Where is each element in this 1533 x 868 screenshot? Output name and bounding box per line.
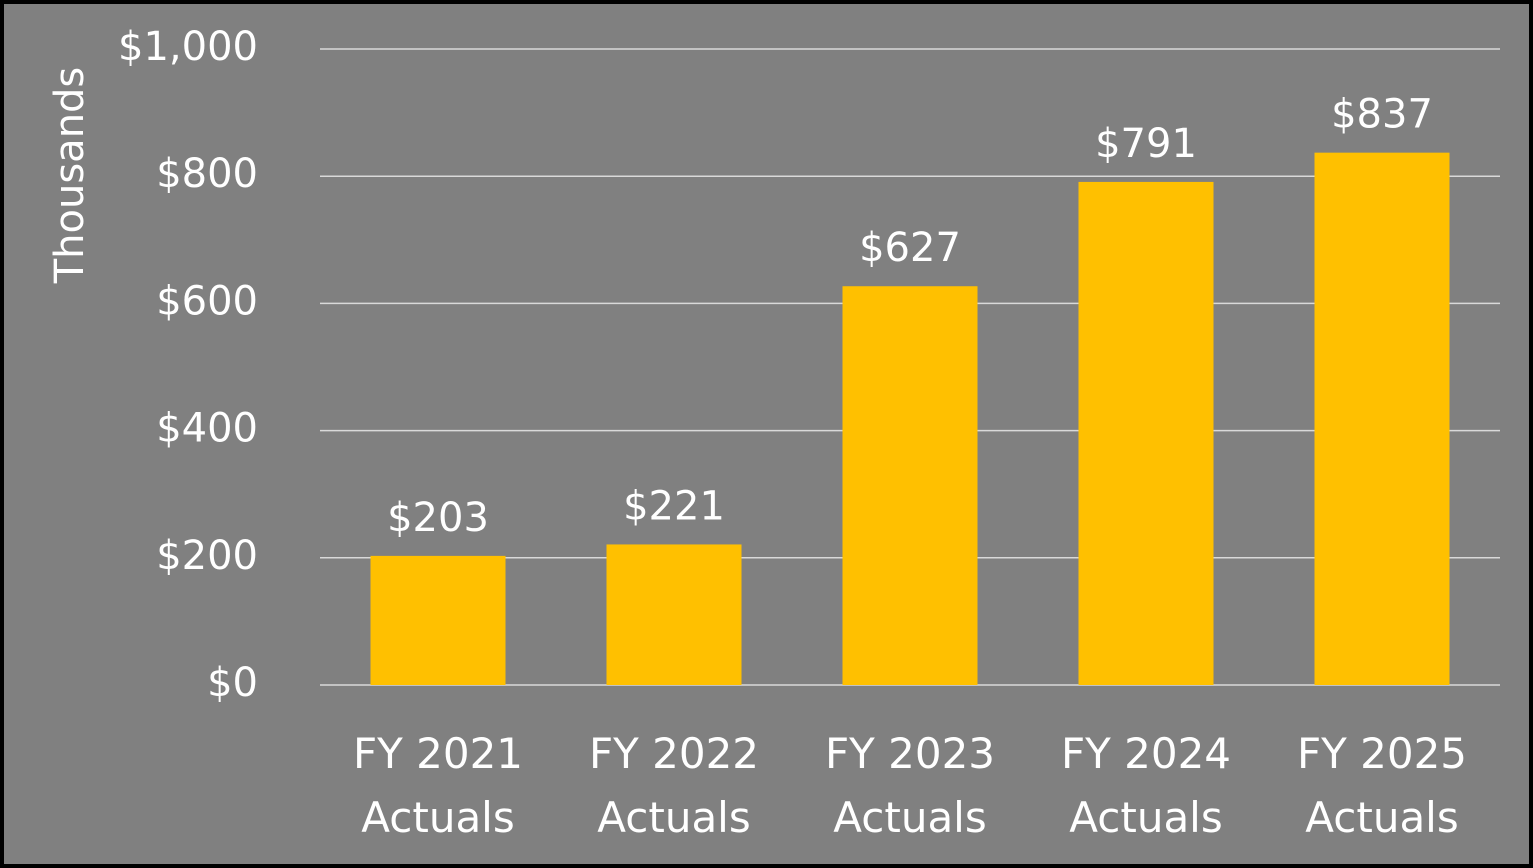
x-tick-label: FY 2023 Actuals [824, 729, 996, 842]
value-label: $837 [1331, 92, 1433, 138]
y-tick-label: $0 [207, 660, 258, 706]
bar [842, 286, 978, 685]
y-axis-label: Thousands [47, 67, 93, 285]
value-label: $627 [859, 225, 961, 271]
y-tick-label: $400 [156, 406, 258, 452]
x-tick-label: FY 2021 Actuals [352, 729, 524, 842]
bar [606, 544, 742, 685]
bar [370, 555, 506, 685]
y-tick-label: $600 [156, 278, 258, 324]
bar [1314, 152, 1450, 686]
x-tick-label: FY 2025 Actuals [1296, 729, 1468, 842]
value-label: $203 [387, 495, 489, 541]
value-label: $791 [1095, 121, 1197, 167]
value-label: $221 [623, 483, 725, 529]
y-tick-label: $800 [156, 151, 258, 197]
x-tick-label: FY 2024 Actuals [1060, 729, 1232, 842]
y-tick-label: $200 [156, 533, 258, 579]
bar [1078, 181, 1214, 685]
y-tick-label: $1,000 [118, 24, 258, 70]
x-tick-label: FY 2022 Actuals [588, 729, 760, 842]
